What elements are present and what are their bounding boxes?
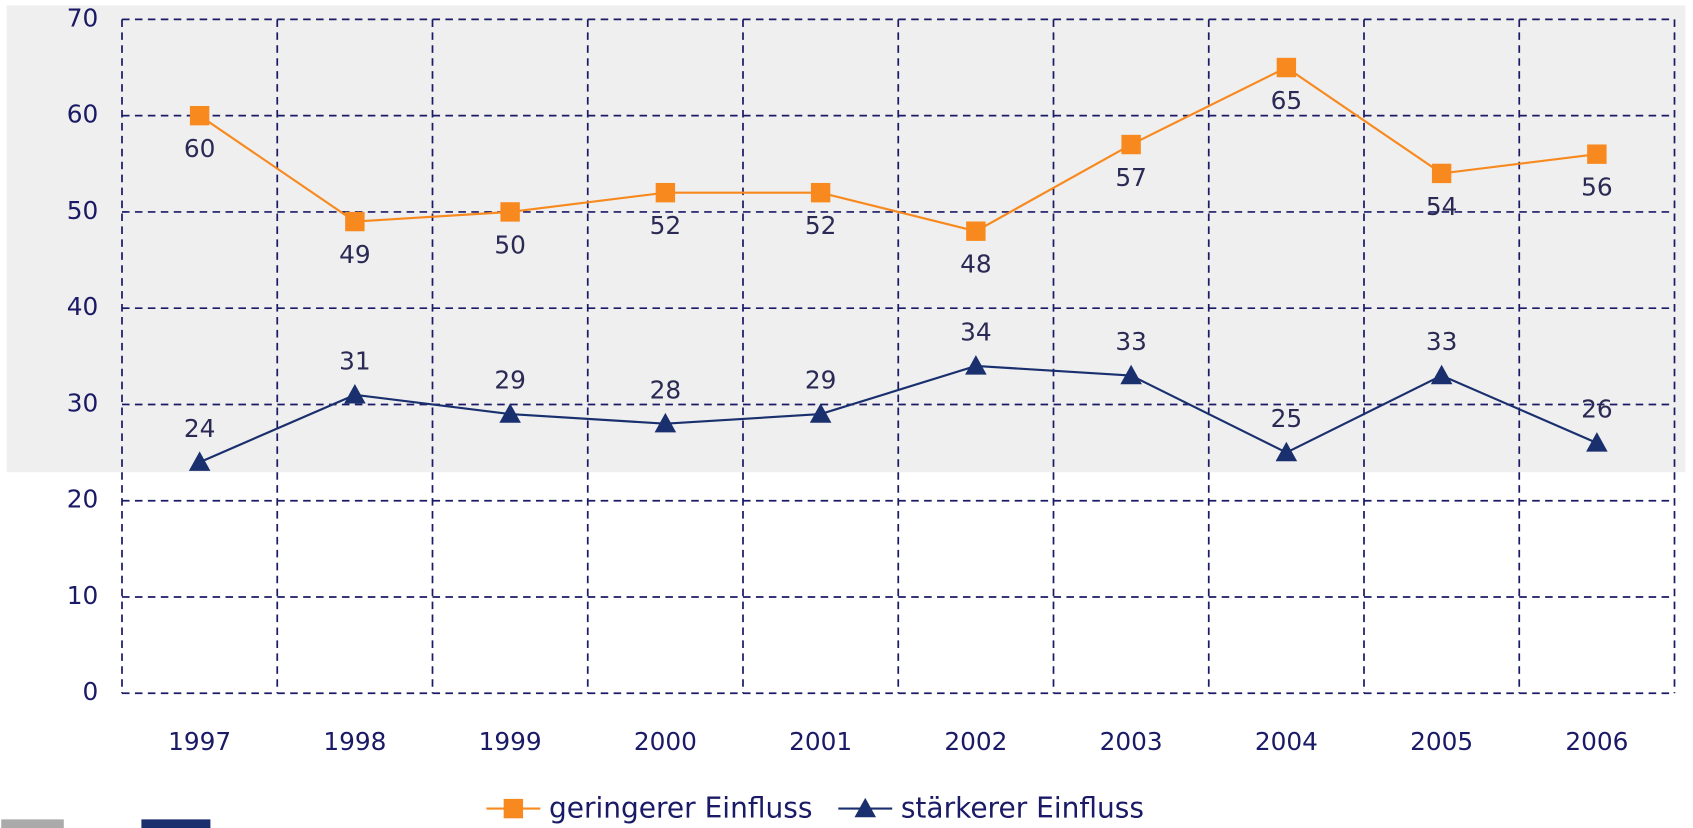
data-label: 52 <box>805 211 837 240</box>
data-point <box>499 403 521 423</box>
data-point <box>809 403 832 423</box>
data-label: 26 <box>1581 395 1613 424</box>
series-line <box>199 364 1598 464</box>
data-label: 31 <box>339 346 371 375</box>
data-point <box>1120 364 1142 385</box>
data-point <box>345 211 365 232</box>
legend-label: geringerer Einfluss <box>549 792 813 825</box>
data-label: 60 <box>184 134 216 163</box>
plot-background <box>6 5 1686 473</box>
data-point <box>655 182 676 203</box>
data-point <box>1586 432 1608 452</box>
data-point <box>1121 134 1141 155</box>
y-tick-label: 50 <box>67 196 99 225</box>
decoration <box>141 819 211 828</box>
x-tick-label: 1997 <box>168 727 231 756</box>
data-label: 50 <box>494 230 526 259</box>
y-tick-label: 40 <box>67 292 99 321</box>
data-label: 33 <box>1426 327 1458 356</box>
data-label: 54 <box>1426 192 1458 221</box>
data-point <box>966 221 986 241</box>
data-point <box>1276 57 1297 78</box>
x-tick-label: 1998 <box>323 727 386 756</box>
data-label: 34 <box>960 318 992 347</box>
data-point <box>500 202 520 222</box>
x-tick-label: 2001 <box>789 727 852 756</box>
decoration <box>1 819 64 828</box>
data-point <box>188 451 211 471</box>
data-label: 52 <box>650 211 682 240</box>
data-point <box>189 105 210 126</box>
y-tick-label: 30 <box>67 388 99 417</box>
y-tick-label: 20 <box>67 485 99 514</box>
data-label: 24 <box>184 414 216 443</box>
data-label: 48 <box>960 250 992 279</box>
data-label: 29 <box>805 366 837 395</box>
y-tick-label: 10 <box>67 581 99 610</box>
y-tick-label: 70 <box>67 3 99 32</box>
data-point <box>1430 364 1453 385</box>
x-tick-label: 2006 <box>1565 727 1628 756</box>
legend-label: stärkerer Einfluss <box>901 792 1144 825</box>
data-label: 49 <box>339 240 371 269</box>
x-tick-label: 2004 <box>1255 727 1318 756</box>
data-label: 56 <box>1581 173 1613 202</box>
data-label: 57 <box>1115 163 1147 192</box>
data-point <box>1587 144 1607 164</box>
x-tick-label: 2003 <box>1100 727 1163 756</box>
data-point <box>344 384 366 404</box>
data-point <box>810 182 831 203</box>
legend-marker <box>503 798 524 819</box>
data-point <box>654 412 677 433</box>
data-point <box>1275 441 1298 462</box>
x-tick-label: 1999 <box>479 727 542 756</box>
y-tick-label: 0 <box>83 677 99 706</box>
data-label: 33 <box>1115 327 1147 356</box>
series-line <box>199 66 1598 233</box>
data-point <box>965 355 987 375</box>
x-tick-label: 2002 <box>944 727 1007 756</box>
data-point <box>1431 163 1452 184</box>
data-label: 28 <box>650 375 682 404</box>
x-tick-label: 2005 <box>1410 727 1473 756</box>
legend-marker <box>854 797 877 818</box>
data-label: 25 <box>1271 404 1303 433</box>
x-tick-label: 2000 <box>634 727 697 756</box>
data-label: 65 <box>1271 86 1303 115</box>
data-label: 29 <box>494 366 526 395</box>
y-tick-label: 60 <box>67 100 99 129</box>
